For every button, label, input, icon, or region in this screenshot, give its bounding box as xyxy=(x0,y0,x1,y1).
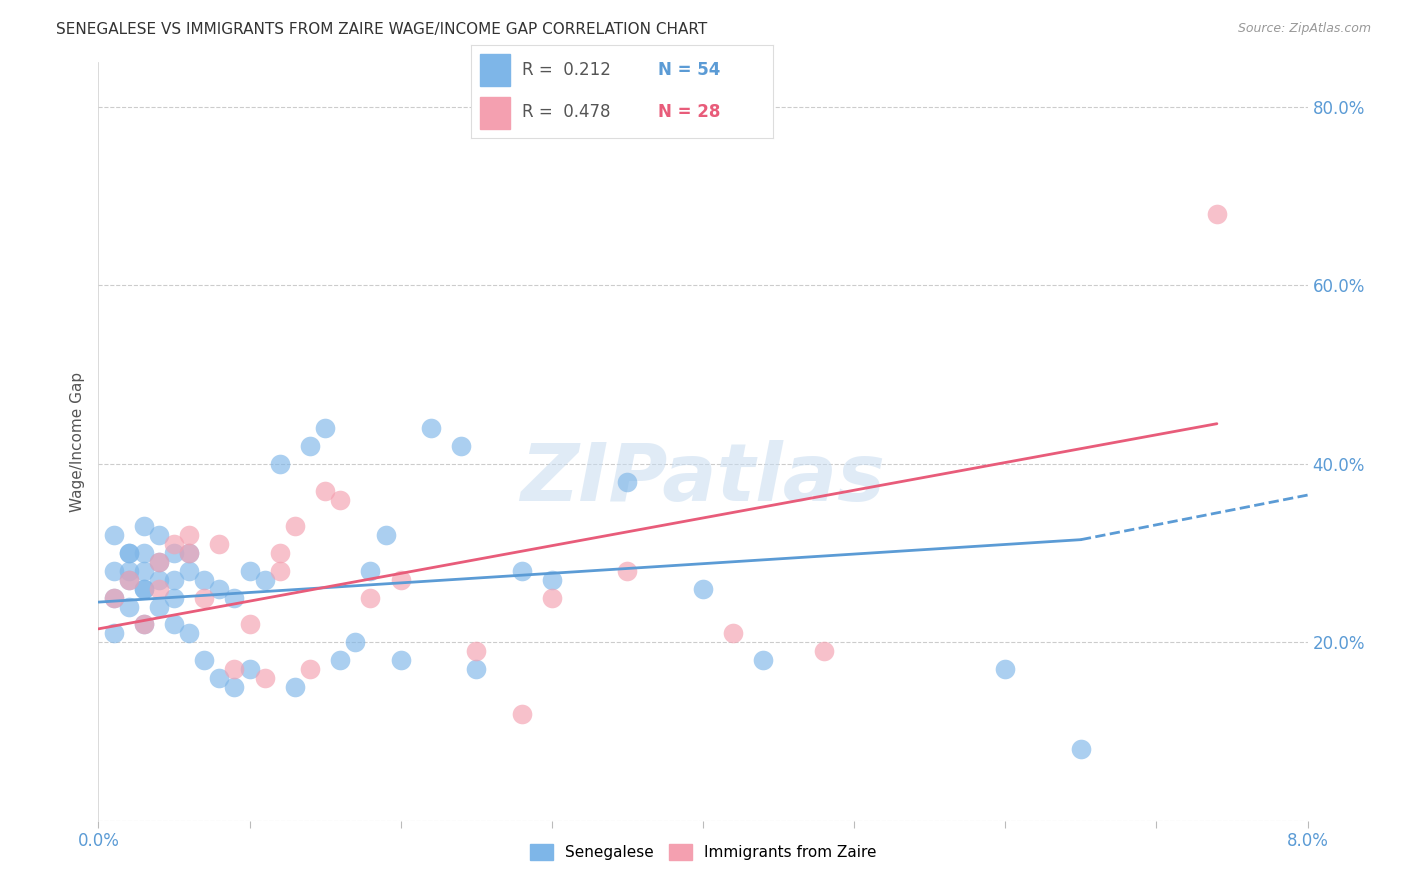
Point xyxy=(253,671,276,685)
Point xyxy=(1070,742,1092,756)
Bar xyxy=(479,97,510,129)
Point xyxy=(163,617,186,632)
Point xyxy=(118,573,141,587)
Point xyxy=(148,599,170,614)
Point xyxy=(132,617,155,632)
Point xyxy=(148,555,170,569)
Point xyxy=(103,626,125,640)
Text: Source: ZipAtlas.com: Source: ZipAtlas.com xyxy=(1237,22,1371,36)
Point xyxy=(1206,207,1229,221)
Point xyxy=(510,706,533,721)
Point xyxy=(132,617,155,632)
Point xyxy=(465,662,488,676)
Point xyxy=(118,573,141,587)
Point xyxy=(148,582,170,596)
Point xyxy=(179,626,201,640)
Point xyxy=(132,546,155,560)
Point xyxy=(132,564,155,578)
Point xyxy=(193,591,215,605)
Point xyxy=(540,591,562,605)
Point xyxy=(284,680,307,694)
Point xyxy=(179,564,201,578)
Point xyxy=(224,591,246,605)
Point xyxy=(344,635,367,649)
Point xyxy=(269,546,291,560)
Point xyxy=(239,617,262,632)
Point xyxy=(132,582,155,596)
Point xyxy=(752,653,775,667)
Point xyxy=(193,573,215,587)
Point xyxy=(208,671,231,685)
Point xyxy=(163,537,186,551)
Point xyxy=(360,591,382,605)
Point xyxy=(148,573,170,587)
Point xyxy=(163,591,186,605)
Point xyxy=(994,662,1017,676)
Point xyxy=(239,662,262,676)
Point xyxy=(103,591,125,605)
Y-axis label: Wage/Income Gap: Wage/Income Gap xyxy=(70,371,86,512)
Text: R =  0.478: R = 0.478 xyxy=(523,103,610,121)
Point xyxy=(284,519,307,533)
Text: SENEGALESE VS IMMIGRANTS FROM ZAIRE WAGE/INCOME GAP CORRELATION CHART: SENEGALESE VS IMMIGRANTS FROM ZAIRE WAGE… xyxy=(56,22,707,37)
Point xyxy=(299,439,322,453)
Point xyxy=(224,680,246,694)
Point xyxy=(450,439,472,453)
Point xyxy=(103,591,125,605)
Point xyxy=(208,582,231,596)
Point xyxy=(163,546,186,560)
Point xyxy=(465,644,488,658)
Point xyxy=(193,653,215,667)
Point xyxy=(299,662,322,676)
Point xyxy=(723,626,745,640)
Point xyxy=(118,564,141,578)
Point xyxy=(616,564,638,578)
Point xyxy=(253,573,276,587)
Text: R =  0.212: R = 0.212 xyxy=(523,61,612,78)
Point xyxy=(329,653,352,667)
Text: N = 28: N = 28 xyxy=(658,103,721,121)
Point xyxy=(389,653,412,667)
Point xyxy=(148,555,170,569)
Point xyxy=(692,582,714,596)
Point xyxy=(616,475,638,489)
Point xyxy=(540,573,562,587)
Point xyxy=(239,564,262,578)
Text: N = 54: N = 54 xyxy=(658,61,721,78)
Text: ZIPatlas: ZIPatlas xyxy=(520,441,886,518)
Point xyxy=(132,519,155,533)
Point xyxy=(103,528,125,542)
Point xyxy=(118,546,141,560)
Point xyxy=(813,644,835,658)
Point xyxy=(360,564,382,578)
Point xyxy=(314,483,336,498)
Point xyxy=(389,573,412,587)
Point xyxy=(163,573,186,587)
Point xyxy=(314,421,336,435)
Point xyxy=(269,564,291,578)
Point xyxy=(374,528,396,542)
Point xyxy=(148,528,170,542)
Legend: Senegalese, Immigrants from Zaire: Senegalese, Immigrants from Zaire xyxy=(523,838,883,866)
Point xyxy=(420,421,443,435)
Point xyxy=(208,537,231,551)
Point xyxy=(118,599,141,614)
Point xyxy=(510,564,533,578)
Point xyxy=(179,546,201,560)
Point xyxy=(224,662,246,676)
Point xyxy=(329,492,352,507)
Point xyxy=(103,564,125,578)
Point xyxy=(118,546,141,560)
Point xyxy=(179,528,201,542)
Point xyxy=(269,457,291,471)
Bar xyxy=(479,54,510,86)
Point xyxy=(132,582,155,596)
Point xyxy=(179,546,201,560)
